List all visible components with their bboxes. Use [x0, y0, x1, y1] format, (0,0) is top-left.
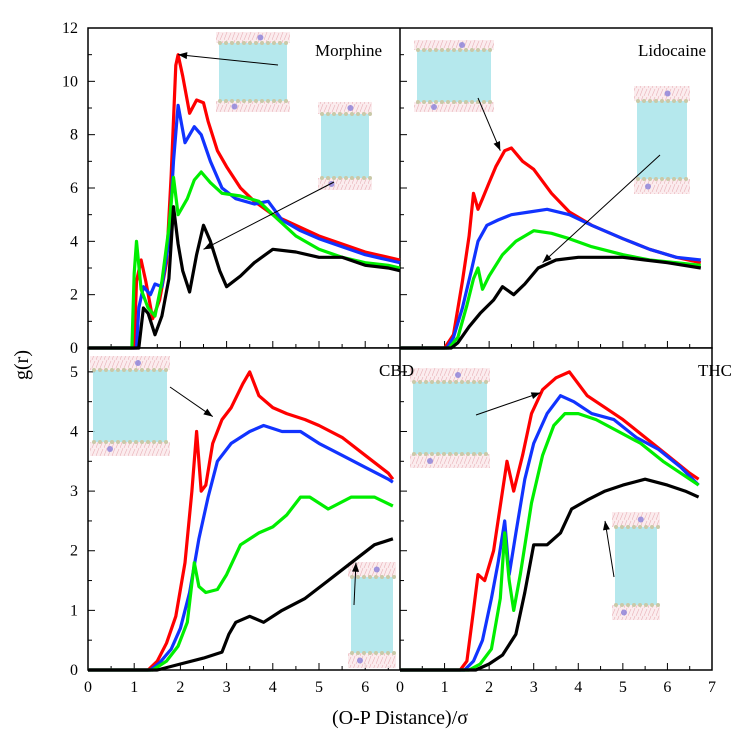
panel-title: THC — [698, 361, 732, 380]
x-axis-label: (O-P Distance)/σ — [332, 707, 468, 729]
x-tick-label: 7 — [708, 679, 716, 696]
panel-titles: Morphine Lidocaine CBD THC — [315, 41, 732, 380]
panel-title: CBD — [379, 361, 414, 380]
arrowhead — [530, 392, 541, 399]
x-tick-label: 3 — [530, 679, 538, 696]
y-tick-label: 0 — [70, 340, 78, 357]
series-line-black — [400, 255, 702, 350]
arrowhead — [178, 52, 188, 60]
arrowhead — [203, 242, 214, 250]
membrane-inset — [410, 368, 490, 468]
y-tick-label: 2 — [70, 287, 78, 304]
x-tick-label: 1 — [130, 679, 138, 696]
y-tick-label: 5 — [70, 364, 78, 381]
plot-lines — [88, 53, 702, 672]
annotation-arrow — [178, 54, 279, 66]
arrowhead — [493, 141, 501, 151]
x-tick-label: 0 — [84, 679, 92, 696]
series-line-red — [88, 370, 395, 672]
membrane-insets — [90, 32, 690, 668]
arrowhead — [602, 520, 610, 531]
x-tick-label: 6 — [361, 679, 369, 696]
series-line-red — [400, 370, 700, 672]
series-line-black — [400, 477, 700, 672]
annotation-arrow — [477, 97, 501, 151]
y-axis-label: g(r) — [11, 350, 33, 380]
series-line-black — [88, 537, 394, 672]
y-tick-label: 0 — [70, 662, 78, 679]
series-line-blue — [88, 423, 394, 672]
x-tick-label: 6 — [663, 679, 671, 696]
membrane-inset — [216, 32, 290, 112]
membrane-inset — [414, 40, 494, 112]
x-tick-label: 1 — [441, 679, 449, 696]
membrane-inset — [90, 356, 170, 456]
series-line-green — [400, 229, 701, 350]
annotation-arrow — [475, 392, 541, 416]
membrane-inset — [634, 86, 690, 194]
arrowhead — [203, 408, 213, 417]
y-tick-label: 1 — [70, 602, 78, 619]
series-line-blue — [400, 394, 700, 672]
arrowhead — [352, 562, 360, 572]
y-tick-label: 4 — [70, 423, 78, 440]
x-tick-label: 2 — [485, 679, 493, 696]
annotation-arrow — [604, 520, 615, 578]
series-line-blue — [400, 207, 701, 350]
y-tick-label: 8 — [70, 127, 78, 144]
x-tick-label: 0 — [396, 679, 404, 696]
y-tick-label: 6 — [70, 180, 78, 197]
x-tick-label: 4 — [269, 679, 277, 696]
series-line-green — [88, 495, 394, 672]
annotation-arrow — [203, 181, 335, 250]
x-tick-label: 5 — [619, 679, 627, 696]
series-line-green — [400, 412, 700, 672]
series-line-blue — [88, 103, 401, 350]
y-tick-label: 12 — [62, 20, 78, 37]
membrane-inset — [318, 102, 372, 190]
panel-title: Lidocaine — [638, 41, 706, 60]
series-line-green — [88, 170, 401, 350]
annotation-arrow — [542, 154, 661, 264]
y-tick-label: 2 — [70, 543, 78, 560]
arrowhead — [542, 254, 552, 263]
panel-title: Morphine — [315, 41, 382, 60]
x-tick-label: 5 — [315, 679, 323, 696]
series-line-black — [88, 205, 401, 350]
x-tick-label: 3 — [223, 679, 231, 696]
x-tick-label: 4 — [574, 679, 582, 696]
annotation-arrows — [169, 52, 661, 606]
membrane-inset — [348, 562, 396, 668]
y-tick-label: 3 — [70, 483, 78, 500]
y-tick-label: 10 — [62, 73, 78, 90]
y-tick-label: 4 — [70, 233, 78, 250]
x-tick-label: 2 — [176, 679, 184, 696]
membrane-inset — [612, 512, 660, 620]
